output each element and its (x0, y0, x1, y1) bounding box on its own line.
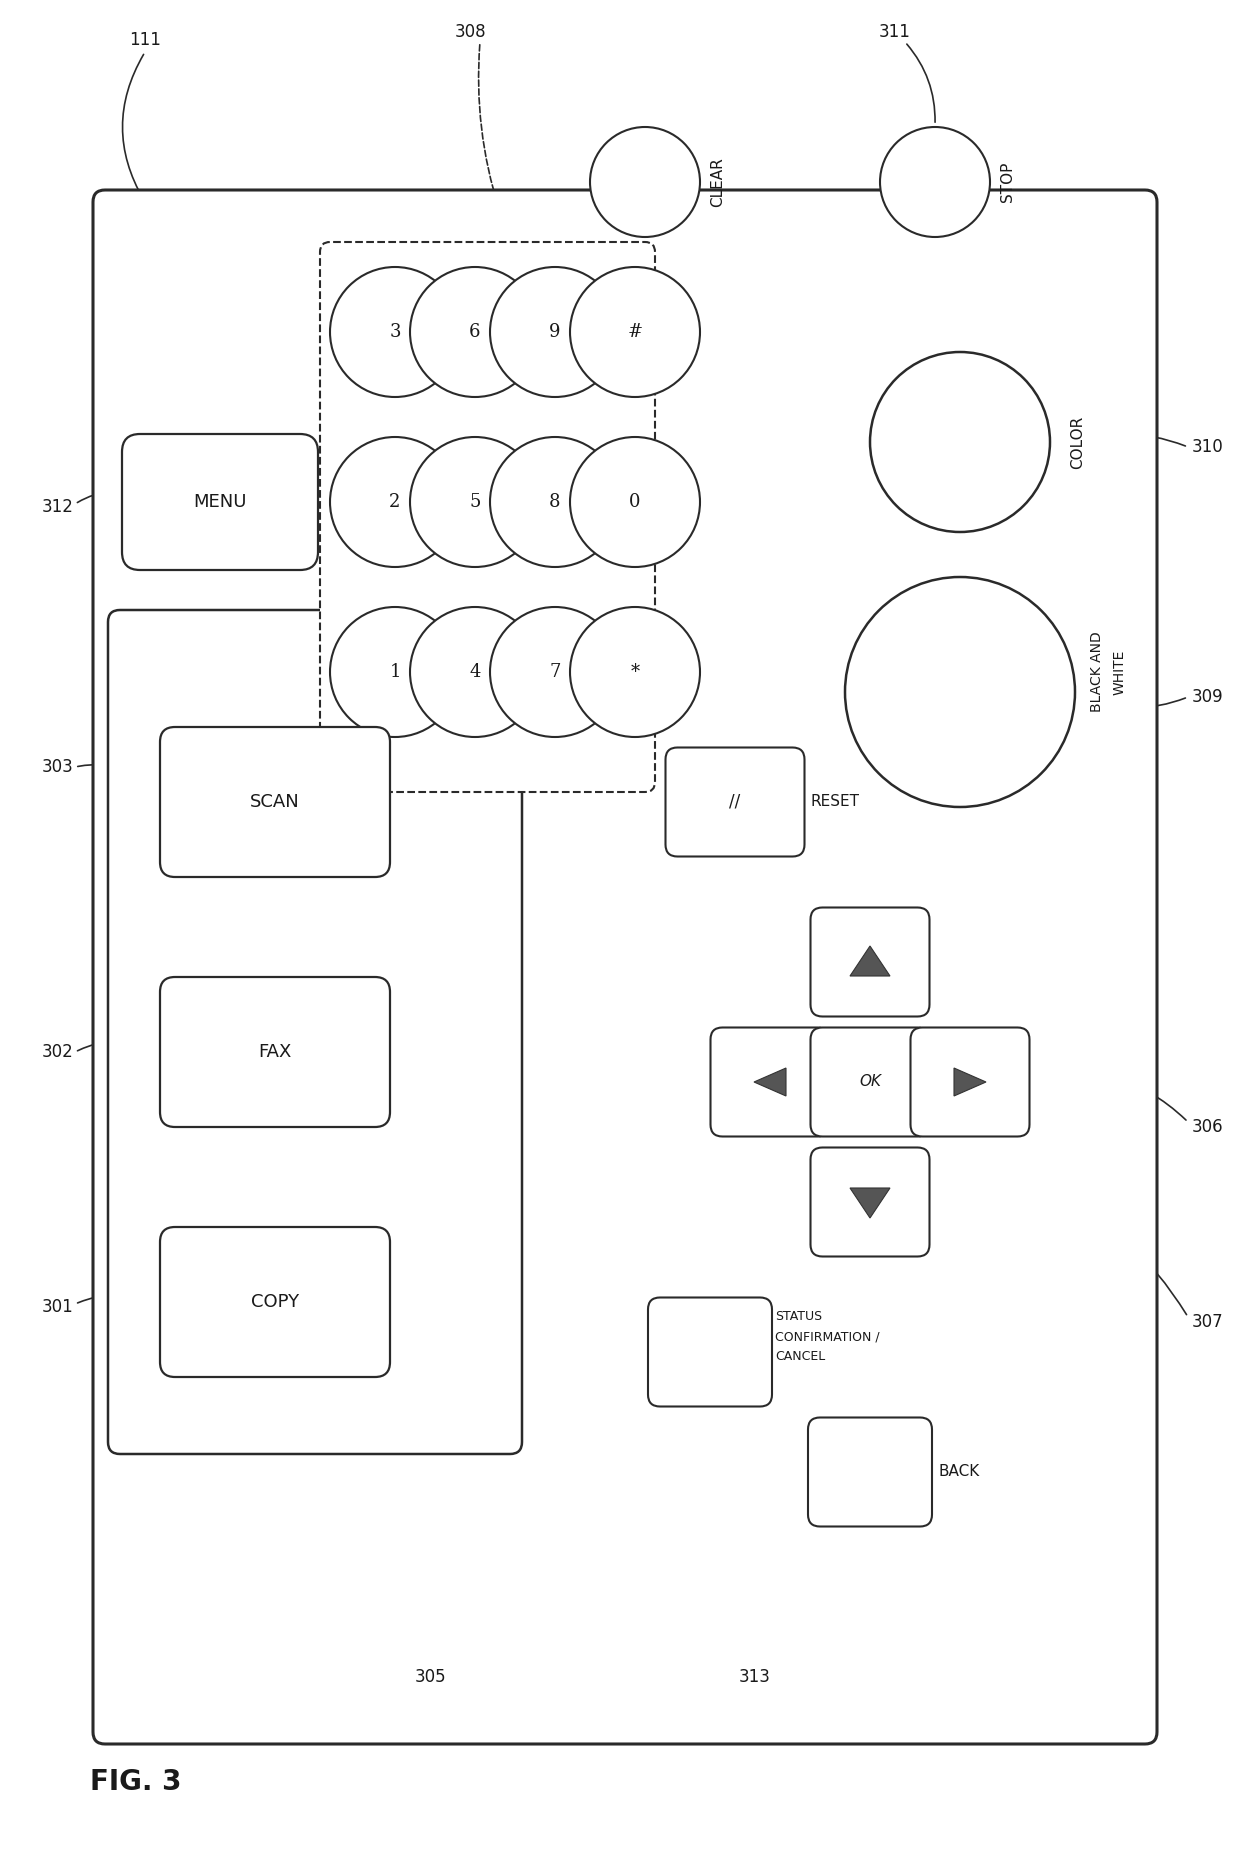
Text: *: * (630, 663, 640, 681)
Text: 303: 303 (42, 758, 73, 776)
Text: 310: 310 (1192, 438, 1224, 456)
Ellipse shape (330, 438, 460, 568)
Ellipse shape (570, 266, 701, 397)
Text: 312: 312 (42, 497, 74, 516)
Circle shape (844, 577, 1075, 806)
Ellipse shape (410, 266, 539, 397)
Text: WHITE: WHITE (1114, 650, 1127, 695)
Ellipse shape (490, 607, 620, 737)
Text: STATUS: STATUS (775, 1311, 822, 1324)
Ellipse shape (330, 266, 460, 397)
Text: CANCEL: CANCEL (775, 1350, 826, 1363)
FancyBboxPatch shape (910, 1028, 1029, 1136)
FancyBboxPatch shape (666, 747, 805, 857)
Text: SCAN: SCAN (250, 793, 300, 812)
Ellipse shape (570, 607, 701, 737)
Circle shape (590, 127, 701, 236)
Text: COPY: COPY (250, 1292, 299, 1311)
Circle shape (880, 127, 990, 236)
Text: 308: 308 (454, 22, 486, 41)
Text: 8: 8 (549, 493, 560, 510)
Text: MENU: MENU (193, 493, 247, 510)
Text: 302: 302 (42, 1043, 73, 1061)
Text: CLEAR: CLEAR (711, 156, 725, 207)
Text: 1: 1 (389, 663, 401, 681)
Ellipse shape (410, 607, 539, 737)
Ellipse shape (490, 438, 620, 568)
Text: //: // (729, 793, 740, 812)
Text: 6: 6 (469, 322, 481, 341)
FancyBboxPatch shape (160, 978, 391, 1127)
Text: 5: 5 (469, 493, 481, 510)
FancyBboxPatch shape (811, 907, 930, 1017)
Ellipse shape (330, 607, 460, 737)
Text: 7: 7 (549, 663, 560, 681)
Ellipse shape (570, 438, 701, 568)
Text: BLACK AND: BLACK AND (1090, 631, 1104, 713)
Polygon shape (754, 1069, 786, 1097)
Text: 111: 111 (129, 32, 161, 48)
Text: 305: 305 (414, 1668, 446, 1685)
Text: FIG. 3: FIG. 3 (91, 1769, 181, 1797)
Ellipse shape (410, 438, 539, 568)
Text: 2: 2 (389, 493, 401, 510)
Circle shape (870, 352, 1050, 533)
Text: 306: 306 (1192, 1117, 1224, 1136)
FancyBboxPatch shape (122, 434, 317, 570)
Text: 311: 311 (879, 22, 911, 41)
Text: FAX: FAX (258, 1043, 291, 1061)
FancyBboxPatch shape (711, 1028, 830, 1136)
Text: 9: 9 (549, 322, 560, 341)
Text: #: # (627, 322, 642, 341)
Text: 301: 301 (42, 1298, 73, 1316)
Text: 307: 307 (1192, 1313, 1224, 1331)
FancyBboxPatch shape (811, 1147, 930, 1257)
Polygon shape (849, 1188, 890, 1218)
Polygon shape (954, 1069, 986, 1097)
Polygon shape (849, 946, 890, 976)
Text: RESET: RESET (811, 795, 859, 810)
FancyBboxPatch shape (808, 1417, 932, 1527)
Text: CONFIRMATION /: CONFIRMATION / (775, 1331, 879, 1344)
Text: STOP: STOP (999, 162, 1016, 203)
FancyBboxPatch shape (320, 242, 655, 791)
Text: 4: 4 (469, 663, 481, 681)
FancyBboxPatch shape (160, 1227, 391, 1378)
FancyBboxPatch shape (160, 726, 391, 877)
FancyBboxPatch shape (93, 190, 1157, 1745)
Text: 313: 313 (739, 1668, 771, 1685)
FancyBboxPatch shape (108, 611, 522, 1454)
Text: 0: 0 (629, 493, 641, 510)
Ellipse shape (490, 266, 620, 397)
Text: BACK: BACK (937, 1465, 980, 1480)
Text: OK: OK (859, 1074, 880, 1089)
Text: 3: 3 (389, 322, 401, 341)
FancyBboxPatch shape (649, 1298, 773, 1406)
FancyBboxPatch shape (811, 1028, 930, 1136)
Text: 309: 309 (1192, 687, 1224, 706)
Text: COLOR: COLOR (1070, 415, 1085, 469)
